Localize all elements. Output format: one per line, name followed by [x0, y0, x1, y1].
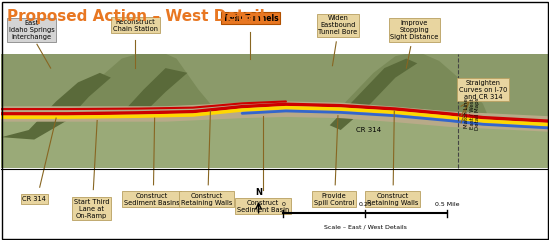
- Text: Construct
Retaining Walls: Construct Retaining Walls: [367, 193, 419, 206]
- Text: 0.5 Mile: 0.5 Mile: [435, 202, 460, 208]
- Text: Scale – East / West Details: Scale – East / West Details: [324, 224, 407, 229]
- Text: East / West: East / West: [469, 98, 474, 129]
- Text: Match Line: Match Line: [464, 98, 469, 128]
- Text: CR 314: CR 314: [23, 196, 46, 202]
- Polygon shape: [302, 51, 494, 168]
- Text: CR 314: CR 314: [356, 127, 381, 133]
- FancyBboxPatch shape: [2, 168, 548, 240]
- Text: Construct
Sediment Basins: Construct Sediment Basins: [124, 193, 180, 206]
- Polygon shape: [122, 68, 188, 113]
- Text: Widen
Eastbound
Tunnel Bore: Widen Eastbound Tunnel Bore: [318, 15, 358, 35]
- Text: Construct
Sediment Basin: Construct Sediment Basin: [237, 200, 289, 213]
- FancyBboxPatch shape: [2, 1, 548, 54]
- Text: East
Idaho Springs
Interchange: East Idaho Springs Interchange: [9, 20, 54, 40]
- Text: Reconstruct
Chain Station: Reconstruct Chain Station: [113, 19, 158, 32]
- Text: 0.25: 0.25: [359, 202, 372, 208]
- Text: Construct
Retaining Walls: Construct Retaining Walls: [181, 193, 232, 206]
- Polygon shape: [2, 73, 111, 140]
- Text: Proposed Action – West Detail: Proposed Action – West Detail: [7, 8, 265, 24]
- Polygon shape: [2, 111, 548, 173]
- Text: Straighten
Curves on I-70
and CR 314: Straighten Curves on I-70 and CR 314: [459, 80, 507, 100]
- Text: Start Third
Lane at
On-Ramp: Start Third Lane at On-Ramp: [74, 199, 109, 219]
- Text: Provide
Spill Control: Provide Spill Control: [314, 193, 354, 206]
- Text: N: N: [255, 188, 262, 197]
- Polygon shape: [329, 59, 417, 130]
- Polygon shape: [2, 101, 548, 132]
- Polygon shape: [2, 49, 236, 168]
- Text: Twin Tunnels: Twin Tunnels: [223, 13, 278, 23]
- Text: 0: 0: [281, 202, 285, 208]
- Text: Detail Maps: Detail Maps: [475, 97, 480, 130]
- Text: Improve
Stopping
Sight Distance: Improve Stopping Sight Distance: [390, 20, 439, 40]
